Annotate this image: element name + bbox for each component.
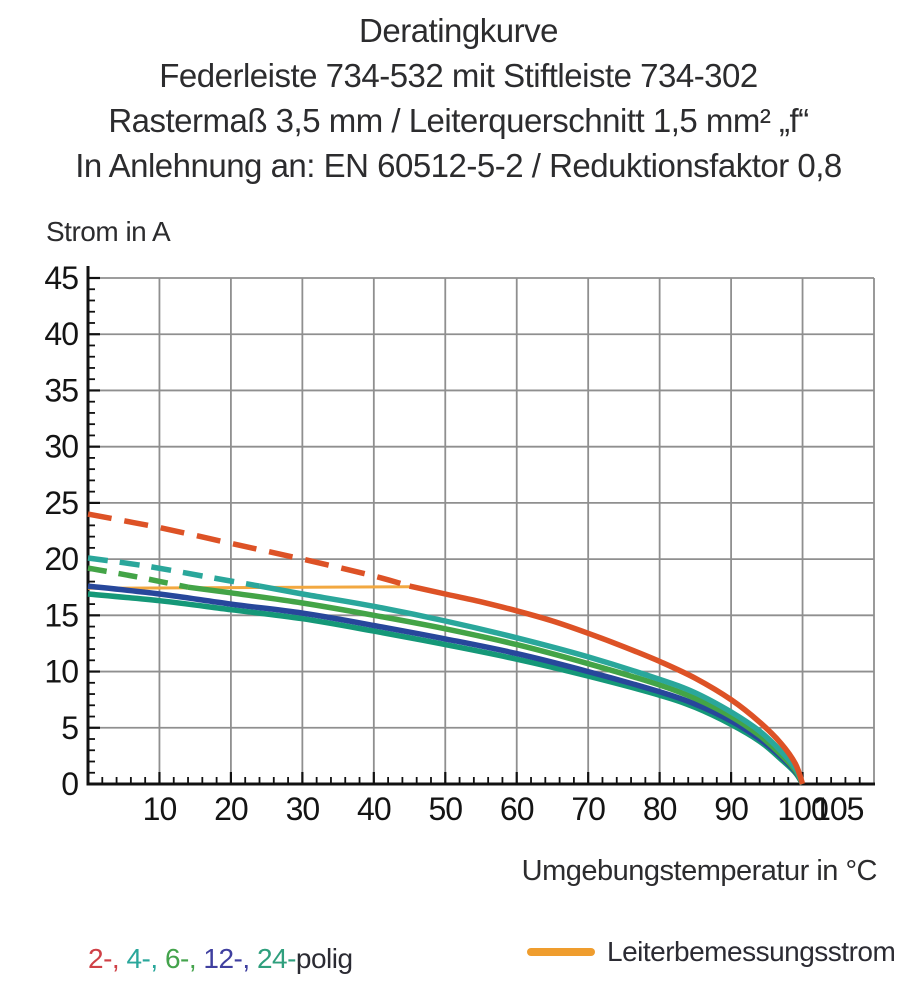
legend-pole-12: 12-,: [203, 943, 257, 974]
chart-subtitle-specs: Rastermaß 3,5 mm / Leiterquerschnitt 1,5…: [108, 102, 809, 139]
legend-pole-4: 4-,: [126, 943, 165, 974]
svg-text:0: 0: [61, 766, 78, 802]
svg-text:105: 105: [813, 791, 864, 827]
svg-text:60: 60: [500, 791, 534, 827]
svg-text:20: 20: [44, 541, 78, 577]
chart-title: Deratingkurve: [359, 12, 558, 49]
chart-subtitle-connectors: Federleiste 734-532 mit Stiftleiste 734-…: [159, 57, 758, 94]
svg-text:30: 30: [286, 791, 320, 827]
x-axis-title: Umgebungstemperatur in °C: [521, 855, 878, 887]
y-axis-title: Strom in A: [46, 216, 171, 247]
svg-text:50: 50: [428, 791, 462, 827]
legend-pole-24: 24-: [256, 943, 296, 974]
svg-text:40: 40: [357, 791, 391, 827]
svg-text:70: 70: [571, 791, 605, 827]
svg-text:10: 10: [44, 654, 78, 690]
svg-text:15: 15: [44, 597, 78, 633]
svg-text:5: 5: [61, 710, 78, 746]
legend-rated-current: Leiterbemessungsstrom: [527, 936, 896, 968]
legend-pole-suffix: polig: [295, 943, 353, 974]
rated-current-line-swatch: [527, 948, 595, 956]
legend-pole-2: 2-,: [88, 943, 127, 974]
svg-text:30: 30: [44, 429, 78, 465]
svg-text:25: 25: [44, 485, 78, 521]
svg-text:90: 90: [714, 791, 748, 827]
svg-text:80: 80: [643, 791, 677, 827]
svg-text:35: 35: [44, 372, 78, 408]
svg-text:100: 100: [777, 791, 828, 827]
chart-subtitle-standard: In Anlehnung an: EN 60512-5-2 / Reduktio…: [75, 147, 842, 184]
svg-text:40: 40: [44, 316, 78, 352]
svg-text:45: 45: [44, 260, 78, 296]
chart-title-block: Deratingkurve Federleiste 734-532 mit St…: [0, 8, 917, 188]
svg-text:10: 10: [143, 791, 177, 827]
legend-poles: 2-, 4-, 6-, 12-, 24-polig: [88, 943, 353, 1000]
svg-text:20: 20: [214, 791, 248, 827]
legend-pole-6: 6-,: [164, 943, 204, 974]
rated-current-label: Leiterbemessungsstrom: [607, 936, 896, 967]
